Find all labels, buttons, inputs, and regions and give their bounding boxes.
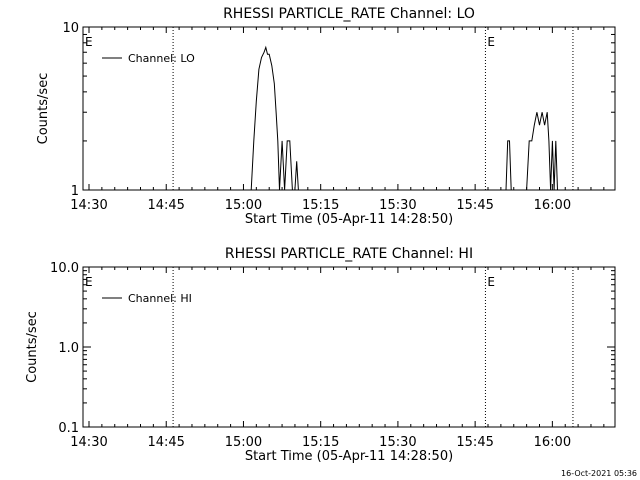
chart-panel-2: RHESSI PARTICLE_RATE Channel: HI 14:30 14:… (25, 246, 616, 464)
timestamp-label: 16-Oct-2021 05:36 (561, 469, 637, 478)
x-tick-label: 15:30 (379, 198, 416, 213)
y-tick-label: 10.0 (50, 261, 79, 276)
chart-panel-1: RHESSI PARTICLE_RATE Channel: LO 14:30 14:… (36, 6, 616, 227)
plot-frame (82, 266, 616, 428)
event-marker-label: E (85, 35, 93, 49)
event-marker-label: E (85, 275, 93, 289)
series-line (505, 140, 512, 191)
y-axis-label: Counts/sec (36, 73, 51, 145)
event-marker-label: E (487, 275, 495, 289)
series-line (526, 112, 558, 191)
x-tick-label: 14:45 (147, 435, 184, 450)
chart-title: RHESSI PARTICLE_RATE Channel: HI (225, 246, 473, 262)
series-line (250, 45, 299, 191)
x-tick-label: 15:30 (379, 435, 416, 450)
y-tick-label: 1 (71, 184, 79, 199)
x-tick-label: 16:00 (534, 435, 571, 450)
y-tick-label: 0.1 (58, 421, 79, 436)
x-tick-label: 14:45 (147, 198, 184, 213)
x-tick-label: 15:15 (302, 435, 339, 450)
y-tick-label: 1.0 (58, 341, 79, 356)
event-marker-label: E (487, 35, 495, 49)
chart-title: RHESSI PARTICLE_RATE Channel: LO (223, 6, 475, 22)
x-tick-label: 15:15 (302, 198, 339, 213)
legend-label: Channel: HI (128, 292, 192, 305)
x-tick-label: 16:00 (534, 198, 571, 213)
legend-label: Channel: LO (128, 52, 195, 65)
x-axis-label: Start Time (05-Apr-11 14:28:50) (245, 212, 453, 227)
x-tick-label: 15:00 (225, 198, 262, 213)
x-tick-label: 15:00 (225, 435, 262, 450)
x-tick-label: 14:30 (70, 198, 107, 213)
y-tick-label: 10 (62, 21, 79, 36)
x-tick-label: 15:45 (456, 198, 493, 213)
x-axis-label: Start Time (05-Apr-11 14:28:50) (245, 449, 453, 464)
y-axis-label: Counts/sec (25, 311, 40, 383)
x-tick-label: 15:45 (456, 435, 493, 450)
x-tick-label: 14:30 (70, 435, 107, 450)
